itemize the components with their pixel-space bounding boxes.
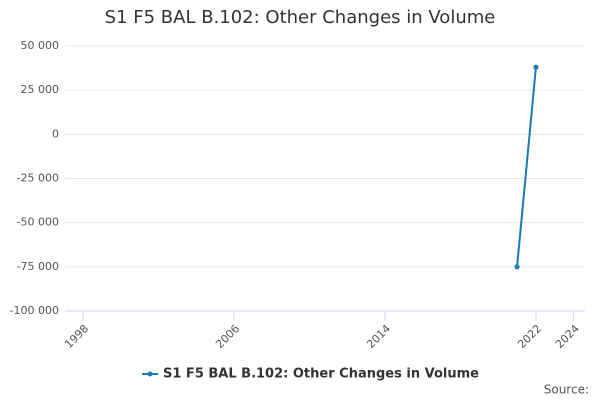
source: Source: <box>544 383 589 397</box>
y-tick-label: 25 000 <box>21 83 60 96</box>
y-tick-label: 0 <box>52 127 59 140</box>
y-tick-label: -50 000 <box>17 216 59 229</box>
y-tick-label: -25 000 <box>17 172 59 185</box>
y-tick-label: -75 000 <box>17 260 59 273</box>
x-tick-label: 2006 <box>213 322 242 351</box>
line <box>516 67 537 267</box>
y-tick-label: 50 000 <box>21 39 60 52</box>
x-tick-label: 2014 <box>364 322 393 351</box>
x-tick-label: 2024 <box>553 322 582 351</box>
x-tick-label: 1998 <box>62 322 91 351</box>
y-tick-label: -100 000 <box>10 304 59 317</box>
legend-label: S1 F5 BAL B.102: Other Changes in Volume <box>163 367 479 382</box>
point <box>533 64 539 70</box>
chart-title: S1 F5 BAL B.102: Other Changes in Volume <box>105 7 496 28</box>
legend-marker <box>147 371 153 377</box>
point <box>514 264 520 270</box>
x-tick-label: 2022 <box>515 322 544 351</box>
